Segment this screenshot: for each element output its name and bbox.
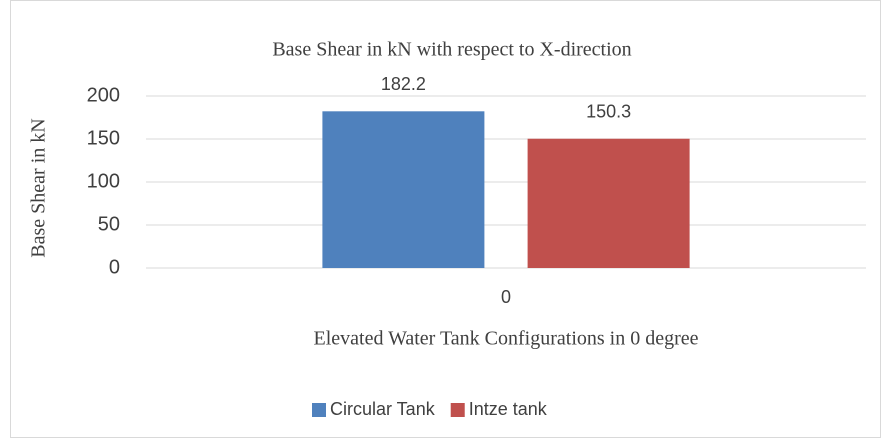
legend-swatch bbox=[312, 403, 326, 417]
y-tick-label: 100 bbox=[87, 170, 120, 192]
bar bbox=[527, 138, 690, 268]
x-axis-label: Elevated Water Tank Configurations in 0 … bbox=[313, 328, 698, 350]
data-label: 182.2 bbox=[381, 74, 426, 94]
y-tick-label: 50 bbox=[98, 213, 120, 235]
legend-swatch bbox=[450, 403, 465, 417]
x-tick-label: 0 bbox=[501, 287, 511, 307]
legend-label: Circular Tank bbox=[330, 399, 436, 419]
y-tick-label: 0 bbox=[109, 256, 120, 278]
bar bbox=[322, 111, 485, 268]
chart-title: Base Shear in kN with respect to X-direc… bbox=[272, 39, 631, 61]
y-tick-label: 200 bbox=[87, 84, 120, 106]
legend-label: Intze tank bbox=[469, 399, 548, 419]
y-tick-label: 150 bbox=[87, 127, 120, 149]
y-axis-label: Base Shear in kN bbox=[28, 118, 50, 257]
data-label: 150.3 bbox=[586, 101, 631, 121]
